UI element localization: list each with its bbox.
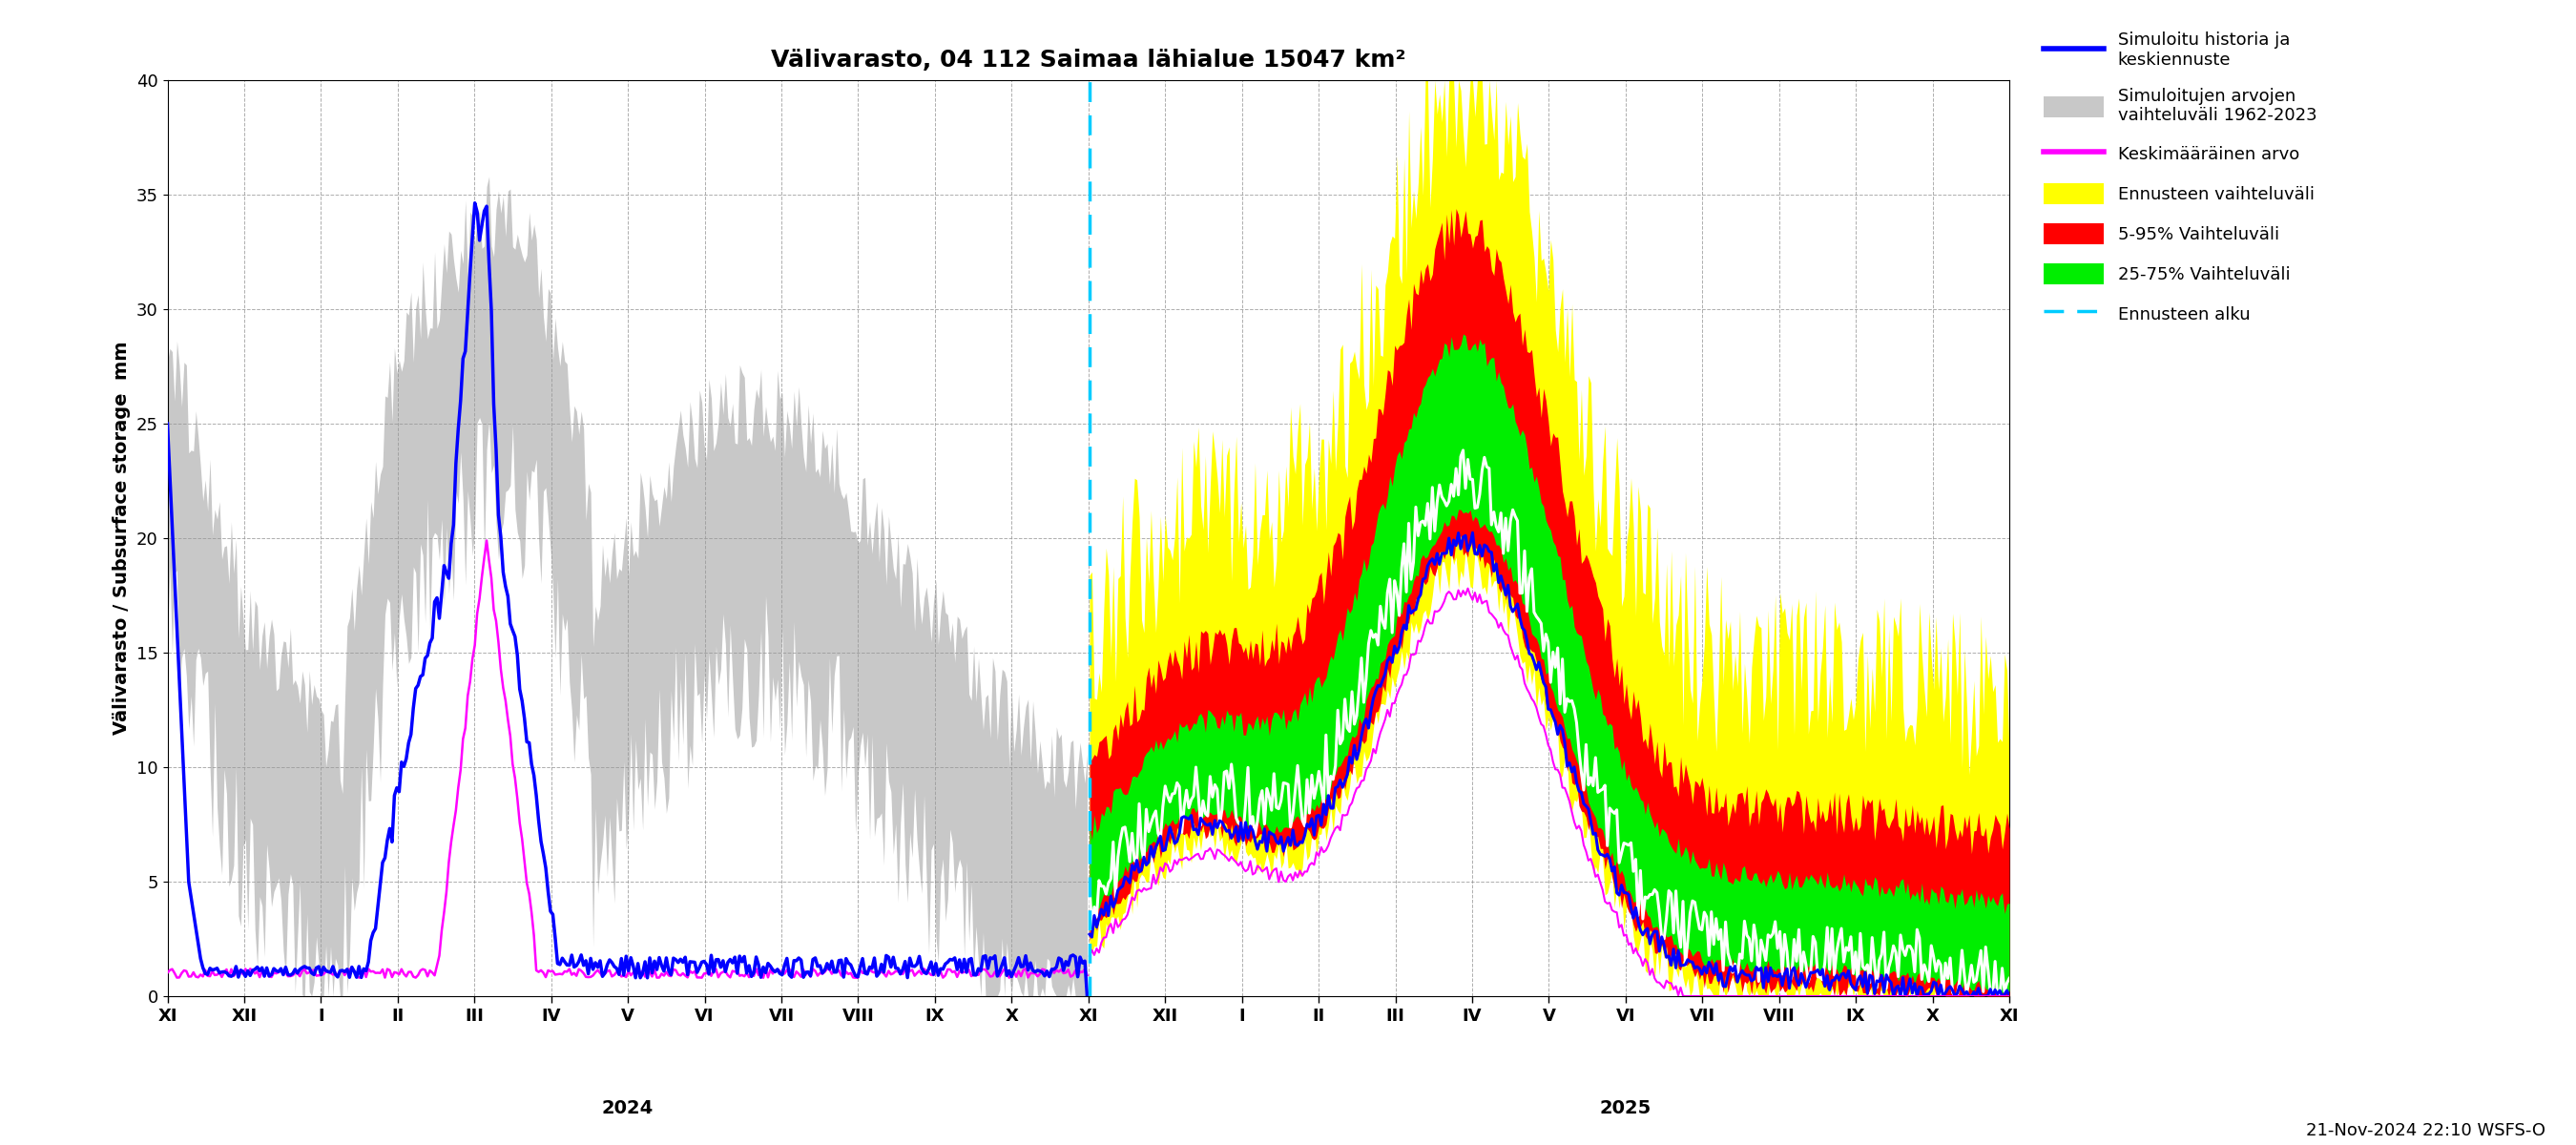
Y-axis label: Välivarasto / Subsurface storage  mm: Välivarasto / Subsurface storage mm	[113, 341, 131, 735]
Text: 2025: 2025	[1600, 1099, 1651, 1118]
Text: 2024: 2024	[603, 1099, 654, 1118]
Title: Välivarasto, 04 112 Saimaa lähialue 15047 km²: Välivarasto, 04 112 Saimaa lähialue 1504…	[770, 49, 1406, 72]
Legend: Simuloitu historia ja
keskiennuste, Simuloitujen arvojen
vaihteluväli 1962-2023,: Simuloitu historia ja keskiennuste, Simu…	[2043, 32, 2316, 324]
Text: 21-Nov-2024 22:10 WSFS-O: 21-Nov-2024 22:10 WSFS-O	[2306, 1122, 2545, 1139]
